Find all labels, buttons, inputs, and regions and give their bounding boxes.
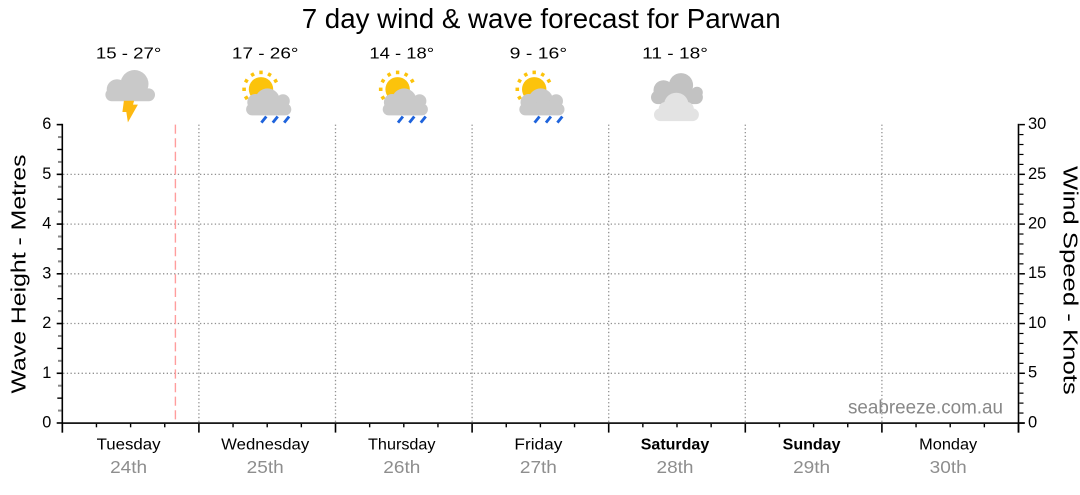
svg-text:30: 30 bbox=[1028, 115, 1046, 133]
svg-text:4: 4 bbox=[42, 215, 51, 233]
svg-text:29th: 29th bbox=[793, 457, 830, 477]
svg-text:seabreeze.com.au: seabreeze.com.au bbox=[848, 398, 1003, 419]
svg-text:26th: 26th bbox=[383, 457, 420, 477]
svg-text:Monday: Monday bbox=[919, 437, 977, 454]
svg-text:20: 20 bbox=[1028, 215, 1046, 233]
svg-text:14 - 18°: 14 - 18° bbox=[369, 45, 434, 62]
svg-text:15 - 27°: 15 - 27° bbox=[96, 45, 162, 62]
svg-text:7 day wind & wave forecast for: 7 day wind & wave forecast for Parwan bbox=[302, 3, 781, 34]
svg-text:24th: 24th bbox=[110, 457, 147, 477]
svg-text:5: 5 bbox=[1028, 364, 1037, 382]
svg-text:Wednesday: Wednesday bbox=[221, 437, 309, 454]
svg-text:2: 2 bbox=[42, 314, 51, 332]
svg-text:15: 15 bbox=[1028, 264, 1046, 282]
svg-text:11 - 18°: 11 - 18° bbox=[642, 45, 708, 62]
svg-text:Sunday: Sunday bbox=[783, 437, 841, 454]
svg-text:1: 1 bbox=[42, 364, 51, 382]
svg-text:3: 3 bbox=[42, 264, 51, 282]
svg-text:17 - 26°: 17 - 26° bbox=[232, 45, 299, 62]
svg-text:Tuesday: Tuesday bbox=[97, 437, 161, 454]
svg-text:0: 0 bbox=[42, 414, 51, 432]
svg-text:27th: 27th bbox=[520, 457, 557, 477]
svg-text:28th: 28th bbox=[657, 457, 694, 477]
svg-text:Wind Speed - Knots: Wind Speed - Knots bbox=[1059, 166, 1080, 395]
svg-text:Wave Height - Metres: Wave Height - Metres bbox=[9, 155, 31, 394]
svg-text:Thursday: Thursday bbox=[368, 437, 436, 454]
svg-text:0: 0 bbox=[1028, 413, 1037, 431]
svg-text:25th: 25th bbox=[247, 457, 284, 477]
svg-text:30th: 30th bbox=[930, 457, 967, 477]
svg-text:10: 10 bbox=[1028, 314, 1046, 332]
svg-text:25: 25 bbox=[1028, 165, 1046, 183]
svg-text:Saturday: Saturday bbox=[641, 437, 710, 454]
svg-text:9 - 16°: 9 - 16° bbox=[510, 45, 567, 62]
svg-text:Friday: Friday bbox=[514, 437, 562, 454]
svg-text:6: 6 bbox=[42, 115, 51, 133]
svg-text:5: 5 bbox=[42, 165, 51, 183]
